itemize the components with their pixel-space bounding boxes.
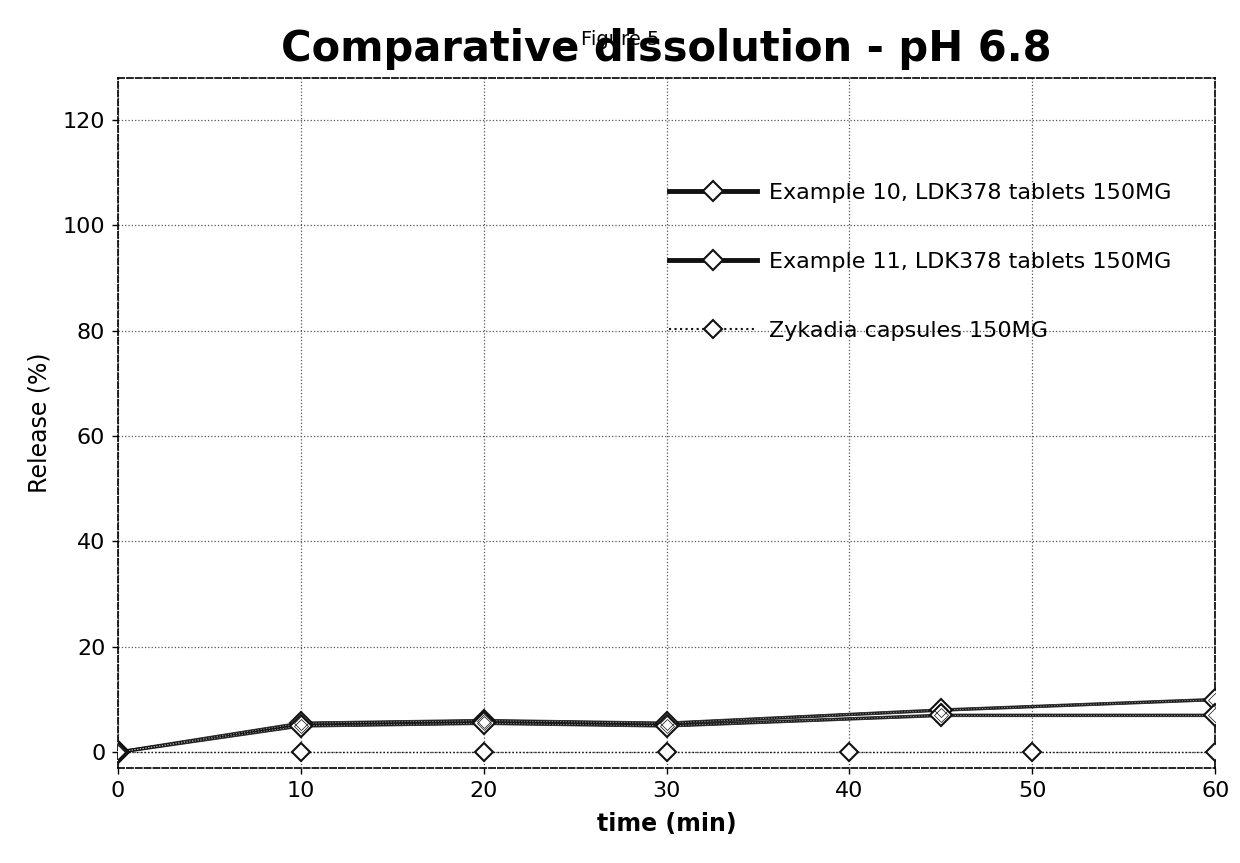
Y-axis label: Release (%): Release (%) [27, 353, 52, 493]
X-axis label: time (min): time (min) [596, 812, 737, 835]
Title: Comparative dissolution - pH 6.8: Comparative dissolution - pH 6.8 [281, 28, 1052, 70]
Legend: Example 10, LDK378 tablets 150MG, Example 11, LDK378 tablets 150MG, Zykadia caps: Example 10, LDK378 tablets 150MG, Exampl… [657, 172, 1182, 351]
Text: Figure 5: Figure 5 [580, 30, 660, 49]
